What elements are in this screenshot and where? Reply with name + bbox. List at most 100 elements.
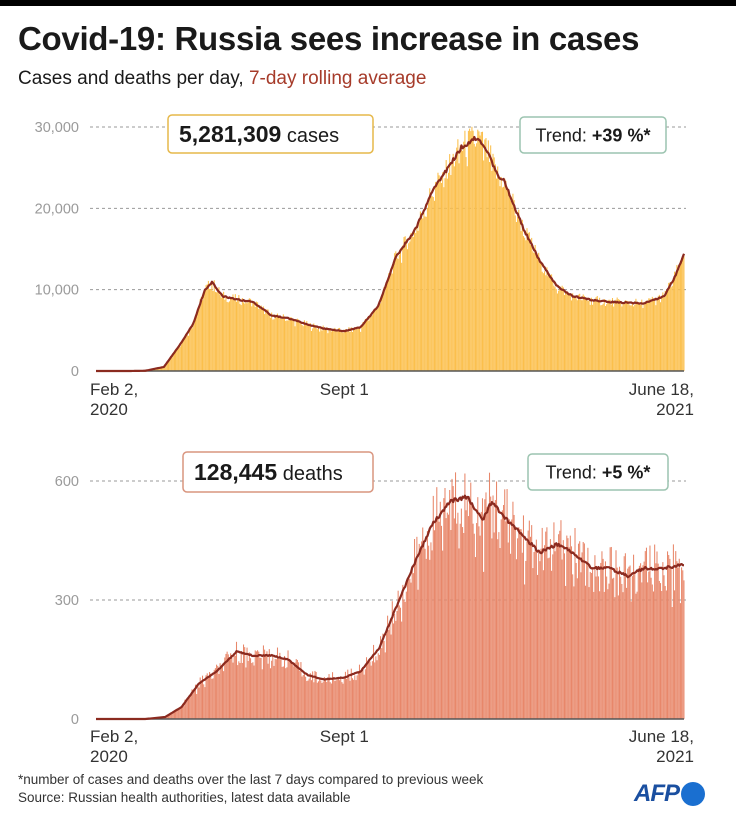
- deaths-bar: [355, 680, 357, 719]
- deaths-bar: [360, 671, 362, 719]
- deaths-bar: [506, 489, 508, 719]
- cases-bar: [207, 280, 209, 371]
- cases-bar: [166, 362, 168, 371]
- deaths-bar: [207, 678, 209, 719]
- cases-bar: [343, 331, 345, 371]
- cases-bar: [425, 216, 427, 371]
- deaths-bar: [204, 687, 206, 719]
- cases-bar: [330, 331, 332, 371]
- deaths-bar: [459, 523, 461, 719]
- deaths-bar: [264, 649, 266, 719]
- cases-bar: [558, 290, 560, 371]
- cases-bar: [179, 346, 181, 371]
- deaths-bar: [191, 689, 193, 719]
- deaths-bar: [485, 492, 487, 719]
- cases-bar: [186, 334, 188, 371]
- cases-bar: [604, 306, 606, 371]
- deaths-bar: [594, 555, 596, 719]
- cases-bar: [225, 295, 227, 371]
- cases-bar: [214, 291, 216, 371]
- deaths-bar: [303, 672, 305, 719]
- cases-bar: [442, 172, 444, 371]
- deaths-bar: [480, 511, 482, 719]
- deaths-bar: [643, 561, 645, 719]
- cases-bar: [472, 130, 474, 371]
- cases-bar: [228, 301, 230, 371]
- deaths-bar: [373, 644, 375, 719]
- cases-bar: [342, 332, 344, 371]
- deaths-bar: [513, 514, 515, 719]
- deaths-bar: [283, 655, 286, 719]
- cases-bar: [204, 290, 206, 371]
- deaths-bar: [650, 577, 652, 719]
- cases-bar: [506, 190, 508, 371]
- deaths-bar: [192, 690, 194, 719]
- cases-bar: [657, 296, 659, 371]
- deaths-bar: [390, 634, 392, 719]
- deaths-bar: [634, 573, 636, 719]
- cases-bar: [346, 330, 348, 371]
- deaths-bar: [316, 682, 318, 719]
- cases-bar: [209, 289, 211, 371]
- deaths-bar: [566, 535, 568, 719]
- deaths-bar: [522, 515, 524, 719]
- deaths-bar: [488, 472, 491, 719]
- deaths-bar: [348, 677, 350, 719]
- cases-bar: [283, 317, 286, 371]
- deaths-bar: [329, 682, 331, 719]
- cases-total-text: 5,281,309 cases: [179, 121, 339, 147]
- deaths-bar: [402, 584, 404, 719]
- cases-bar: [463, 141, 465, 371]
- cases-bar: [333, 330, 335, 371]
- deaths-bar: [444, 488, 446, 719]
- cases-bar: [282, 314, 284, 371]
- cases-bar: [575, 298, 577, 371]
- cases-bar: [544, 271, 546, 371]
- cases-bar: [322, 325, 324, 371]
- deaths-bar: [210, 673, 212, 719]
- deaths-bar: [353, 679, 355, 719]
- deaths-bar: [576, 578, 578, 719]
- cases-bar: [460, 149, 462, 371]
- deaths-bar: [214, 668, 216, 719]
- deaths-bar: [592, 568, 594, 719]
- deaths-x-tick-label: Sept 1: [320, 727, 369, 746]
- cases-y-tick-label: 10,000: [35, 283, 79, 299]
- deaths-bar: [574, 528, 576, 719]
- cases-bar: [237, 300, 239, 371]
- deaths-bar: [655, 563, 657, 719]
- deaths-bar: [172, 711, 174, 719]
- cases-bar: [286, 320, 288, 371]
- deaths-bar: [328, 674, 330, 719]
- cases-bar: [551, 274, 553, 371]
- deaths-bar: [291, 660, 293, 719]
- deaths-x-tick-label: June 18,: [629, 727, 694, 746]
- deaths-bar: [200, 683, 202, 719]
- deaths-bar: [679, 603, 681, 719]
- cases-bar: [492, 153, 494, 371]
- cases-bar: [262, 306, 264, 371]
- deaths-bar: [237, 665, 239, 719]
- deaths-bar: [326, 682, 328, 719]
- deaths-bar: [267, 663, 269, 719]
- deaths-bar: [251, 663, 253, 719]
- cases-bar: [164, 365, 166, 371]
- cases-bar: [334, 327, 336, 371]
- cases-bar: [465, 157, 467, 371]
- deaths-bar: [450, 529, 452, 719]
- cases-bar: [422, 218, 424, 371]
- cases-bar: [593, 302, 595, 371]
- deaths-bar: [377, 653, 379, 719]
- deaths-bar: [671, 607, 673, 719]
- chart-title: Covid-19: Russia sees increase in cases: [18, 20, 640, 57]
- deaths-bar: [493, 532, 495, 719]
- cases-bar: [670, 287, 672, 371]
- deaths-bar: [391, 601, 393, 719]
- deaths-bar: [617, 595, 619, 719]
- cases-bar: [467, 130, 469, 371]
- cases-bar: [295, 319, 297, 371]
- cases-bar: [620, 303, 622, 371]
- deaths-bar: [286, 667, 288, 719]
- cases-bar: [609, 299, 611, 371]
- cases-bar: [378, 302, 380, 371]
